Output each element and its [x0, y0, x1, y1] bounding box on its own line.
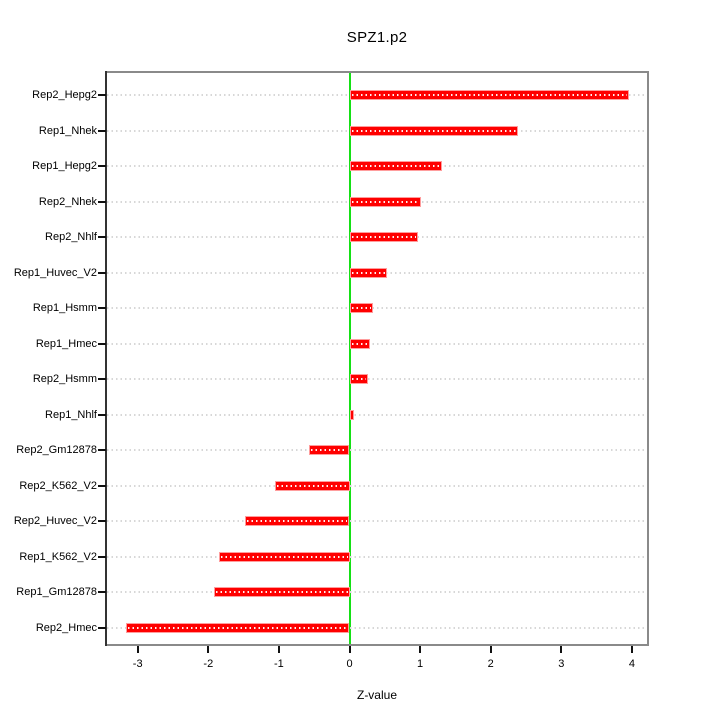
bar-rep2_huvec_v2: [245, 516, 349, 526]
y-axis-tick: [98, 236, 106, 238]
x-tick-label: 1: [417, 658, 424, 670]
x-tick-label: -3: [132, 658, 143, 670]
y-axis-tick: [98, 626, 106, 629]
bar-rep2_hepg2: [349, 90, 629, 100]
x-axis-title: Z-value: [356, 688, 397, 702]
y-axis-tick: [98, 413, 106, 416]
x-tick-label: 0: [346, 658, 353, 670]
x-axis-tick: [277, 646, 280, 653]
y-axis-tick: [98, 342, 106, 345]
x-axis-tick: [560, 646, 563, 653]
category-label: Rep1_Nhlf: [45, 408, 97, 421]
row-gridline: [107, 591, 647, 593]
row-gridline: [107, 449, 647, 451]
row-gridline: [107, 378, 647, 380]
category-label: Rep2_K562_V2: [19, 479, 97, 492]
bar-rep2_k562_v2: [274, 480, 350, 491]
category-label: Rep1_Gm12878: [16, 586, 97, 598]
category-label: Rep2_Nhek: [38, 195, 97, 208]
x-tick-label: -2: [203, 658, 214, 670]
bar-rep2_gm12878: [309, 445, 350, 455]
y-axis-tick: [98, 200, 106, 203]
bar-rep1_huvec_v2: [349, 267, 387, 278]
x-axis-tick: [207, 646, 210, 653]
zero-reference-line: [348, 73, 351, 644]
y-axis-line: [105, 71, 107, 646]
y-axis-tick: [98, 271, 106, 274]
bar-rep2_hmec: [126, 622, 350, 633]
row-gridline: [107, 342, 647, 345]
y-axis-tick: [98, 129, 106, 132]
row-gridline: [107, 413, 647, 416]
bar-rep2_nhek: [349, 196, 421, 207]
plot-area: [105, 71, 649, 646]
category-label: Rep2_Huvec_V2: [13, 515, 97, 527]
y-axis-tick: [98, 378, 106, 380]
category-label: Rep2_Hmec: [35, 621, 97, 634]
y-axis-tick: [98, 484, 106, 487]
category-label: Rep1_Huvec_V2: [13, 266, 97, 279]
bar-rep1_gm12878: [213, 587, 350, 597]
row-gridline: [107, 484, 647, 487]
y-axis-tick: [98, 94, 106, 96]
bar-rep2_hsmm: [349, 374, 368, 384]
y-axis-tick: [98, 520, 106, 522]
category-label: Rep1_Nhek: [38, 124, 97, 137]
y-axis-tick: [98, 165, 106, 167]
x-tick-label: 2: [487, 658, 494, 670]
bar-rep2_nhlf: [349, 232, 418, 242]
category-label: Rep1_Hsmm: [32, 302, 97, 314]
category-label: Rep1_Hepg2: [32, 160, 97, 172]
bar-rep1_nhek: [349, 125, 518, 136]
x-axis-tick: [419, 646, 422, 653]
y-axis-tick: [98, 449, 106, 451]
category-label: Rep2_Hsmm: [32, 373, 97, 385]
x-axis-tick: [630, 646, 633, 653]
y-axis-tick: [98, 591, 106, 593]
category-label: Rep2_Gm12878: [16, 444, 97, 456]
category-label: Rep1_Hmec: [35, 337, 97, 350]
bar-rep1_k562_v2: [218, 551, 350, 562]
row-gridline: [107, 520, 647, 522]
bar-rep1_hsmm: [349, 303, 373, 313]
x-tick-label: 4: [628, 658, 635, 670]
x-axis-tick: [489, 646, 492, 653]
bar-rep1_hmec: [349, 338, 370, 349]
bar-rep1_nhlf: [349, 409, 354, 420]
x-tick-label: 3: [558, 658, 565, 670]
chart-title: SPZ1.p2: [346, 29, 408, 46]
x-tick-label: -1: [274, 658, 284, 670]
category-label: Rep2_Nhlf: [45, 231, 97, 243]
y-axis-tick: [98, 307, 106, 309]
category-label: Rep1_K562_V2: [19, 550, 97, 563]
row-gridline: [107, 307, 647, 309]
row-gridline: [107, 555, 647, 558]
y-axis-tick: [98, 555, 106, 558]
category-label: Rep2_Hepg2: [32, 89, 97, 101]
row-gridline: [107, 626, 647, 629]
bar-rep1_hepg2: [349, 161, 442, 171]
x-axis-tick: [136, 646, 139, 653]
x-axis-tick: [348, 646, 351, 653]
